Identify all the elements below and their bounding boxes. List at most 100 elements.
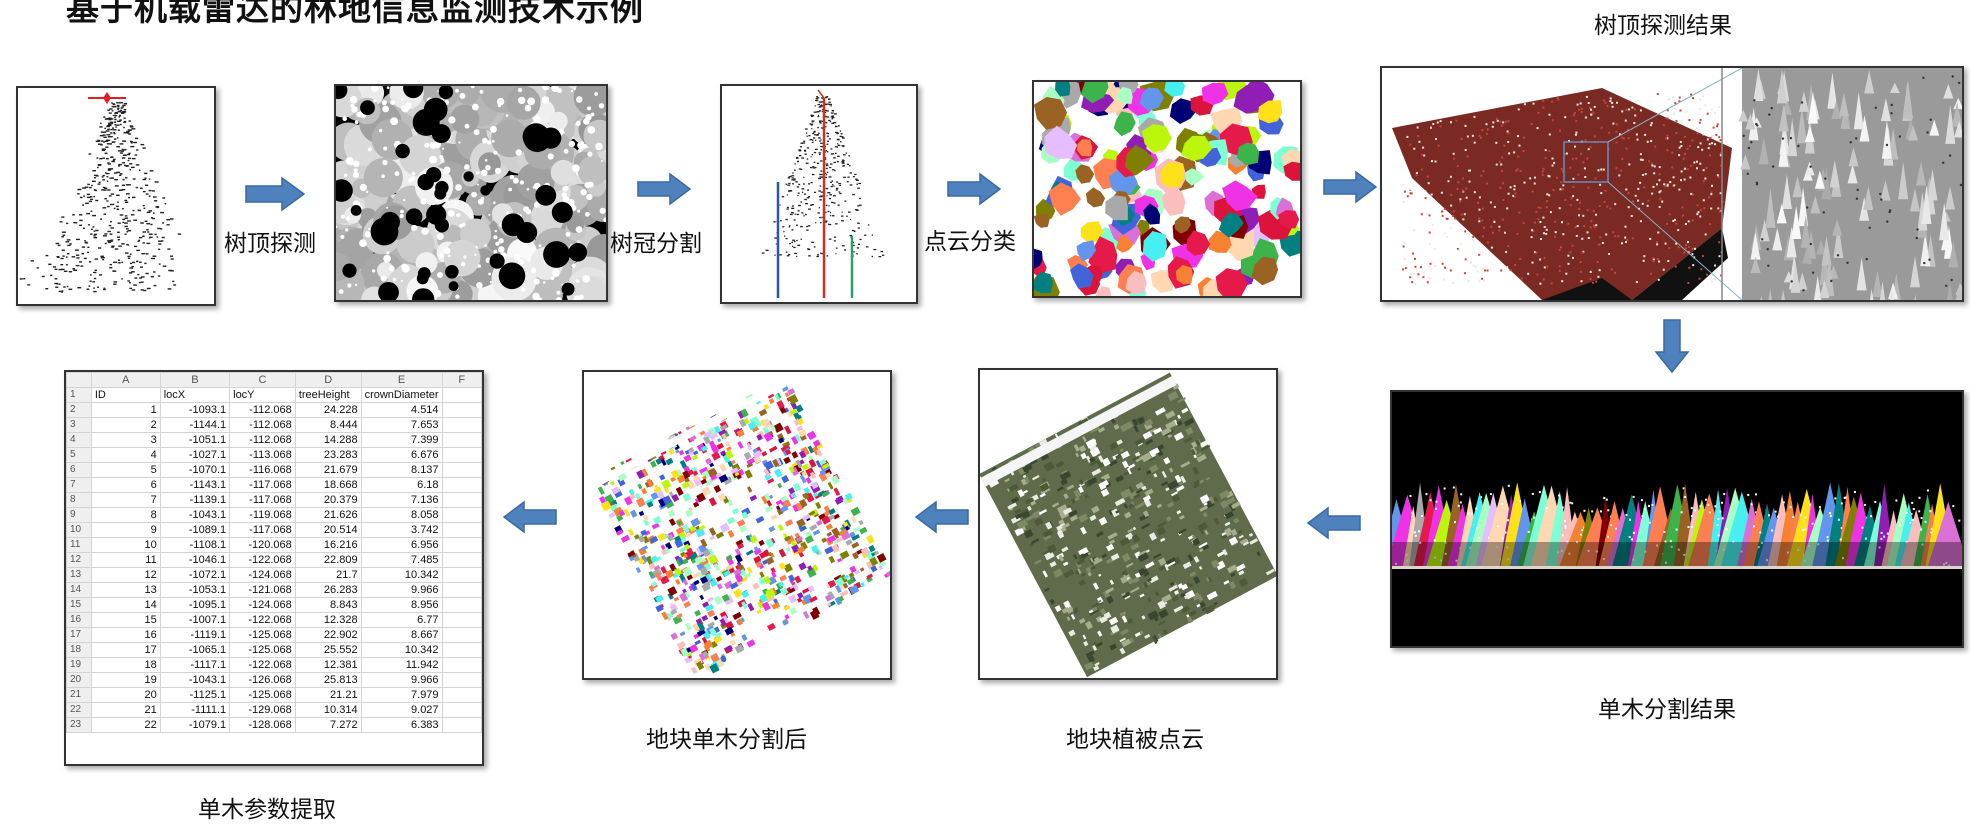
row-number: 5 bbox=[66, 447, 92, 463]
table-cell: 8.137 bbox=[360, 462, 443, 478]
tree-top-result-image bbox=[1382, 68, 1962, 300]
table-cell: -1125.1 bbox=[159, 687, 231, 703]
header-cell: crownDiameter bbox=[360, 387, 443, 403]
table-cell: -1089.1 bbox=[159, 522, 231, 538]
table-cell: 7.272 bbox=[294, 717, 362, 733]
table-cell: 8.843 bbox=[294, 597, 362, 613]
table-cell: 9.966 bbox=[360, 582, 443, 598]
table-cell: 9.966 bbox=[360, 672, 443, 688]
label-tree-top-result: 树顶探测结果 bbox=[1594, 13, 1732, 39]
row-number: 22 bbox=[66, 702, 92, 718]
table-cell bbox=[441, 522, 482, 538]
arrow-right-icon bbox=[637, 172, 692, 206]
canopy-height-image bbox=[336, 86, 606, 300]
column-header: A bbox=[90, 372, 161, 388]
table-cell: -1079.1 bbox=[159, 717, 231, 733]
table-row: 13 12 -1072.1 -124.068 21.7 10.342 bbox=[66, 567, 482, 583]
table-cell bbox=[441, 402, 482, 418]
table-cell: -125.068 bbox=[229, 642, 296, 658]
table-cell: 7.399 bbox=[360, 432, 443, 448]
table-cell: 12.381 bbox=[294, 657, 362, 673]
table-cell: 21 bbox=[90, 702, 161, 718]
table-cell: 21.7 bbox=[294, 567, 362, 583]
plot-vegetation-panel bbox=[978, 368, 1278, 680]
row-number: 13 bbox=[66, 567, 92, 583]
arrow-right-icon bbox=[947, 172, 1002, 206]
table-cell: 14.288 bbox=[294, 432, 362, 448]
plot-vegetation-image bbox=[980, 372, 1276, 678]
table-row: 3 2 -1144.1 -112.068 8.444 7.653 bbox=[66, 417, 482, 433]
table-row: 15 14 -1095.1 -124.068 8.843 8.956 bbox=[66, 597, 482, 613]
table-cell: -1051.1 bbox=[159, 432, 231, 448]
table-cell: 18.668 bbox=[294, 477, 362, 493]
table-cell: 12.328 bbox=[294, 612, 362, 628]
table-cell: 12 bbox=[90, 567, 161, 583]
arrow-right-icon bbox=[1323, 170, 1378, 204]
table-cell: 22.809 bbox=[294, 552, 362, 568]
table-row: 21 20 -1125.1 -125.068 21.21 7.979 bbox=[66, 687, 482, 703]
table-cell: -129.068 bbox=[229, 702, 296, 718]
table-cell: -1043.1 bbox=[159, 672, 231, 688]
table-row: 9 8 -1043.1 -119.068 21.626 8.058 bbox=[66, 507, 482, 523]
table-cell: -1111.1 bbox=[159, 702, 231, 718]
table-cell: 3.742 bbox=[360, 522, 443, 538]
table-cell: 7.653 bbox=[360, 417, 443, 433]
table-cell: -125.068 bbox=[229, 687, 296, 703]
corner-cell bbox=[66, 372, 92, 388]
row-number: 12 bbox=[66, 552, 92, 568]
table-cell: 19 bbox=[90, 672, 161, 688]
table-cell: 6.383 bbox=[360, 717, 443, 733]
label-tree-top-detection: 树顶探测 bbox=[224, 231, 316, 257]
table-cell: 20.514 bbox=[294, 522, 362, 538]
table-cell: -125.068 bbox=[229, 627, 296, 643]
table-row: 20 19 -1043.1 -126.068 25.813 9.966 bbox=[66, 672, 482, 688]
label-plot-after-segmentation: 地块单木分割后 bbox=[646, 727, 807, 753]
table-cell: -1139.1 bbox=[159, 492, 231, 508]
page-title: 基于机载雷达的林地信息监测技术示例 bbox=[66, 0, 644, 28]
row-number: 18 bbox=[66, 642, 92, 658]
table-cell: 9.027 bbox=[360, 702, 443, 718]
table-cell bbox=[441, 567, 482, 583]
table-cell bbox=[441, 657, 482, 673]
table-cell bbox=[441, 717, 482, 733]
table-cell: 7.979 bbox=[360, 687, 443, 703]
table-row: 2 1 -1093.1 -112.068 24.228 4.514 bbox=[66, 402, 482, 418]
table-cell: -117.068 bbox=[229, 522, 296, 538]
table-row: 1 ID locX locY treeHeight crownDiameter bbox=[66, 387, 482, 403]
table-cell bbox=[441, 687, 482, 703]
table-cell: -119.068 bbox=[229, 507, 296, 523]
table-cell: -112.068 bbox=[229, 432, 296, 448]
plot-segmented-panel bbox=[582, 370, 892, 680]
column-header: B bbox=[159, 372, 231, 388]
column-header: D bbox=[294, 372, 362, 388]
plot-segmented-image bbox=[588, 379, 890, 674]
row-number: 17 bbox=[66, 627, 92, 643]
table-cell: 8 bbox=[90, 507, 161, 523]
table-cell: -1119.1 bbox=[159, 627, 231, 643]
row-number: 16 bbox=[66, 612, 92, 628]
column-header: F bbox=[441, 372, 482, 388]
table-cell bbox=[441, 642, 482, 658]
table-cell: -1108.1 bbox=[159, 537, 231, 553]
row-number: 23 bbox=[66, 717, 92, 733]
table-cell: -122.068 bbox=[229, 612, 296, 628]
table-cell: 21.679 bbox=[294, 462, 362, 478]
table-row: 22 21 -1111.1 -129.068 10.314 9.027 bbox=[66, 702, 482, 718]
table-cell: 24.228 bbox=[294, 402, 362, 418]
single-tree-result-image bbox=[1392, 482, 1962, 572]
table-cell: 7.485 bbox=[360, 552, 443, 568]
table-row: 10 9 -1089.1 -117.068 20.514 3.742 bbox=[66, 522, 482, 538]
table-cell: 26.283 bbox=[294, 582, 362, 598]
arrow-right-icon bbox=[245, 176, 306, 212]
single-tree-result-panel bbox=[1390, 390, 1964, 648]
arrow-down-icon bbox=[1654, 319, 1690, 374]
table-cell: 10.342 bbox=[360, 642, 443, 658]
header-cell: locY bbox=[229, 387, 296, 403]
table-cell bbox=[441, 612, 482, 628]
row-number: 4 bbox=[66, 432, 92, 448]
table-cell: -1072.1 bbox=[159, 567, 231, 583]
row-number: 9 bbox=[66, 507, 92, 523]
table-cell: 4.514 bbox=[360, 402, 443, 418]
table-row: 4 3 -1051.1 -112.068 14.288 7.399 bbox=[66, 432, 482, 448]
table-cell: 8.667 bbox=[360, 627, 443, 643]
